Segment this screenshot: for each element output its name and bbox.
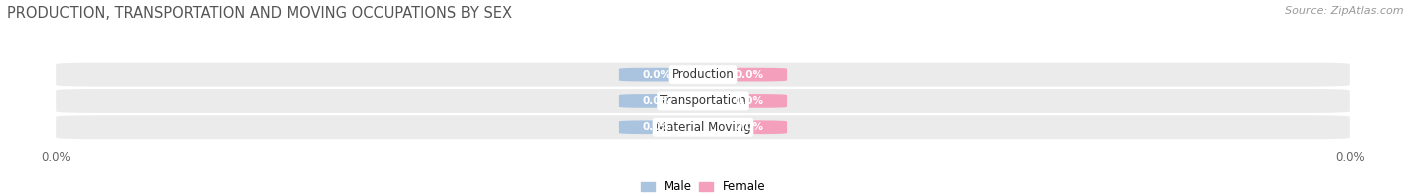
Text: 0.0%: 0.0% [735,96,763,106]
Text: Source: ZipAtlas.com: Source: ZipAtlas.com [1285,6,1403,16]
FancyBboxPatch shape [619,94,703,108]
Text: Production: Production [672,68,734,81]
Text: 0.0%: 0.0% [643,96,671,106]
Text: Transportation: Transportation [661,94,745,107]
FancyBboxPatch shape [56,115,1350,139]
FancyBboxPatch shape [619,68,703,82]
Text: 0.0%: 0.0% [643,122,671,132]
Text: 0.0%: 0.0% [735,70,763,80]
FancyBboxPatch shape [56,63,1350,87]
FancyBboxPatch shape [619,120,703,134]
FancyBboxPatch shape [703,68,787,82]
Text: Material Moving: Material Moving [655,121,751,134]
Text: 0.0%: 0.0% [735,122,763,132]
FancyBboxPatch shape [703,120,787,134]
Text: PRODUCTION, TRANSPORTATION AND MOVING OCCUPATIONS BY SEX: PRODUCTION, TRANSPORTATION AND MOVING OC… [7,6,512,21]
Text: 0.0%: 0.0% [643,70,671,80]
Legend: Male, Female: Male, Female [636,176,770,196]
FancyBboxPatch shape [56,89,1350,113]
FancyBboxPatch shape [703,94,787,108]
